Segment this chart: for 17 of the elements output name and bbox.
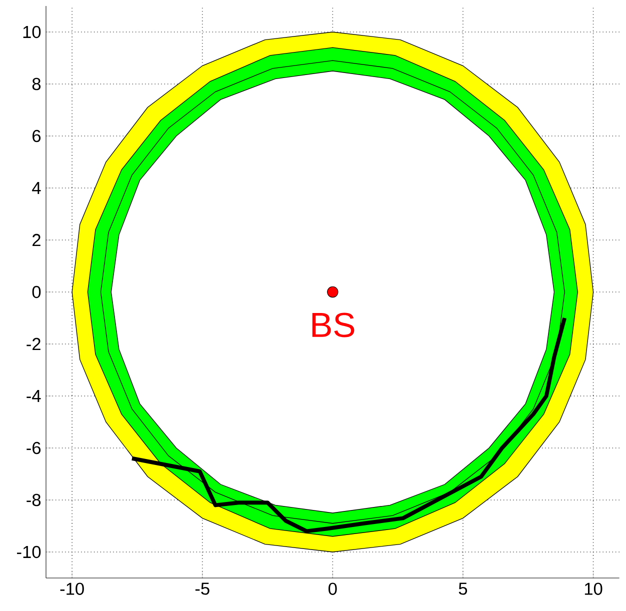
- y-tick-label: 8: [32, 78, 41, 90]
- y-tick-label: 10: [23, 26, 41, 38]
- y-tick-label: 6: [32, 130, 41, 142]
- y-tick-label: 4: [32, 182, 41, 194]
- y-tick-label: -8: [26, 494, 41, 506]
- x-tick-label: 10: [584, 582, 602, 595]
- y-tick-label: -10: [17, 546, 41, 558]
- x-tick-label: 5: [458, 582, 468, 595]
- annotation: BS: [312, 312, 354, 338]
- x-tick-label: 0: [328, 582, 337, 595]
- y-tick-label: -4: [26, 390, 41, 402]
- y-tick-label: 2: [32, 234, 40, 246]
- x-tick-label: -10: [60, 582, 84, 595]
- y-tick-label: -2: [26, 338, 40, 350]
- y-tick-label: -6: [26, 442, 41, 454]
- y-tick-label: 0: [32, 286, 41, 298]
- x-tick-label: -5: [195, 582, 210, 595]
